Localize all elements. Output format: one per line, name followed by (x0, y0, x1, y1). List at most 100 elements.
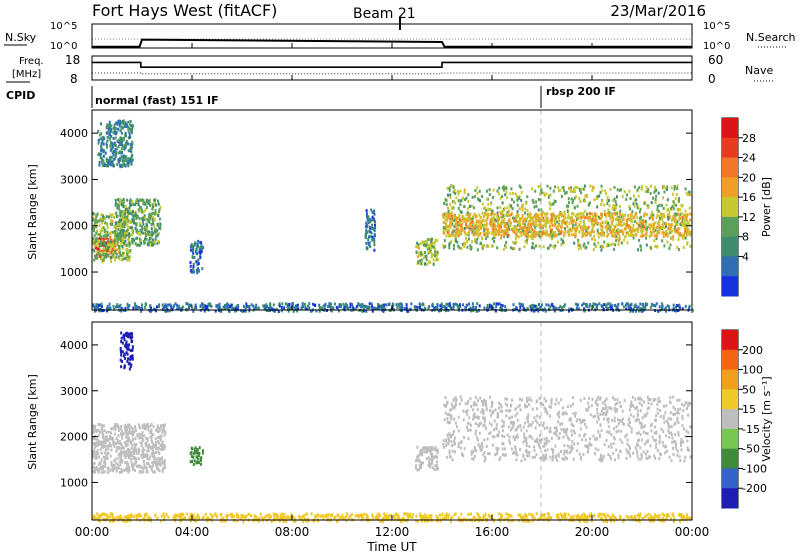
power-cell (100, 141, 103, 145)
power-cell (517, 228, 520, 232)
power-cell (127, 136, 130, 140)
velocity-cell (676, 416, 679, 420)
power-cell (557, 232, 560, 236)
power-cell (599, 203, 602, 206)
power-cell (531, 242, 534, 246)
power-cell (266, 305, 269, 308)
power-cell (641, 219, 644, 223)
power-cell (121, 246, 124, 250)
power-cell (587, 218, 590, 222)
power-cell (140, 225, 143, 229)
power-cell (530, 233, 533, 237)
power-cell (111, 230, 114, 234)
power-cell (552, 232, 555, 236)
velocity-cell (126, 347, 129, 351)
velocity-cell (159, 437, 162, 441)
velocity-cell (548, 430, 551, 434)
power-cell (99, 152, 102, 156)
power-cell (415, 245, 418, 249)
velocity-cell (123, 425, 126, 429)
power-cell (149, 304, 152, 308)
power-cell (456, 226, 459, 230)
power-cell (452, 302, 455, 306)
power-cell (129, 135, 132, 139)
power-cell (189, 261, 192, 264)
power-cell (113, 241, 116, 245)
power-cell (468, 237, 470, 241)
velocity-cell (543, 455, 546, 459)
power-cell (465, 213, 468, 217)
power-cell (265, 303, 268, 307)
power-cell (674, 215, 677, 219)
power-cell (540, 188, 543, 192)
power-cell (200, 249, 203, 253)
power-cell (675, 213, 678, 217)
power-cell (92, 240, 95, 244)
power-cell (130, 233, 133, 237)
power-cell (196, 271, 199, 275)
power-cell (113, 307, 116, 311)
power-cell (315, 309, 318, 313)
velocity-cell (112, 437, 114, 441)
velocity-cell (112, 467, 115, 471)
power-cell (452, 307, 455, 310)
velocity-cell (415, 459, 417, 463)
power-cell (107, 233, 110, 237)
velocity-cell (583, 418, 586, 422)
velocity-cell (613, 427, 616, 431)
velocity-cell (92, 455, 95, 459)
power-cell (610, 212, 613, 216)
power-cell (284, 302, 287, 306)
power-cell (638, 238, 641, 242)
power-cell (445, 228, 448, 232)
power-cell (93, 249, 96, 253)
power-cell (106, 249, 109, 253)
velocity-cell (152, 470, 155, 474)
velocity-cell (100, 440, 103, 444)
power-cell (429, 260, 432, 264)
power-cell (95, 239, 98, 243)
power-cell (533, 224, 536, 228)
power-cell (467, 207, 470, 211)
power-cell (365, 209, 368, 213)
power-cell (424, 262, 426, 266)
power-cell (655, 244, 658, 248)
power-colorbar-tick-label: 20 (742, 171, 756, 184)
velocity-cell (97, 469, 100, 473)
power-cell (508, 203, 511, 207)
power-cell (486, 234, 489, 238)
power-cell (364, 235, 367, 239)
power-cell (649, 234, 652, 238)
velocity-cell (102, 424, 105, 428)
power-cell (689, 230, 692, 234)
power-cell (628, 218, 630, 221)
power-cell (580, 216, 583, 220)
power-cell (676, 304, 679, 307)
power-cell (130, 203, 133, 207)
velocity-cell (617, 453, 620, 457)
velocity-cell (150, 466, 153, 470)
power-cell (614, 231, 617, 235)
power-cell (500, 236, 502, 240)
power-cell (352, 307, 355, 310)
velocity-cell (516, 418, 519, 422)
power-cell (451, 215, 454, 219)
power-cell (128, 219, 131, 223)
power-cell (663, 244, 666, 248)
power-cell (616, 215, 619, 219)
velocity-cell (158, 452, 161, 455)
power-cell (416, 241, 419, 245)
power-cell (127, 255, 130, 259)
power-cell (96, 229, 99, 233)
power-cell (114, 144, 117, 147)
power-cell (582, 229, 585, 233)
power-cell (546, 232, 549, 236)
power-cell (106, 124, 109, 128)
velocity-cell (106, 439, 109, 443)
velocity-cell (586, 449, 589, 453)
power-cell (466, 232, 469, 236)
power-cell (684, 213, 687, 217)
power-cell (552, 212, 555, 216)
velocity-cell (601, 401, 604, 405)
power-cell (569, 227, 572, 231)
